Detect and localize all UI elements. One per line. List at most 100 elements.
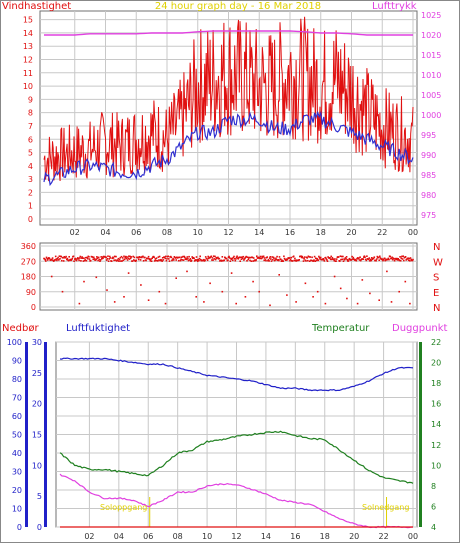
direction-point — [314, 260, 316, 262]
direction-point — [220, 260, 223, 262]
direction-point — [379, 255, 381, 258]
direction-point — [391, 256, 393, 259]
direction-point — [236, 255, 238, 258]
direction-point — [352, 256, 355, 259]
direction-point — [221, 256, 224, 258]
direction-point — [209, 282, 211, 285]
direction-point — [118, 258, 121, 261]
direction-point — [246, 260, 248, 262]
direction-point — [333, 275, 336, 278]
wind-x-tick: 12 — [223, 228, 233, 237]
direction-point — [282, 260, 284, 262]
direction-point — [235, 256, 238, 259]
direction-point — [407, 257, 409, 259]
precip-y-tick: 30 — [32, 338, 42, 347]
pressure-y-tick: 995 — [421, 131, 436, 140]
direction-point — [312, 260, 315, 262]
direction-point — [411, 259, 414, 262]
direction-point — [238, 256, 241, 258]
direction-point — [162, 259, 165, 261]
direction-point — [174, 257, 177, 259]
direction-point — [305, 260, 307, 262]
humidity-y-tick: 10 — [12, 505, 22, 514]
climate-x-tick: 02 — [84, 532, 94, 541]
direction-point — [371, 258, 374, 261]
direction-point — [168, 258, 170, 260]
direction-point — [83, 280, 85, 283]
direction-point — [308, 256, 310, 258]
direction-point — [311, 256, 313, 259]
direction-point — [270, 258, 272, 260]
direction-point — [75, 259, 78, 262]
direction-point — [398, 259, 401, 262]
temperature-series — [59, 430, 414, 484]
climate-x-tick: 18 — [320, 532, 330, 541]
wind-y-tick: 15 — [23, 16, 33, 25]
direction-point — [395, 258, 398, 261]
direction-point — [400, 257, 403, 260]
direction-point — [129, 255, 131, 258]
direction-point — [171, 259, 174, 261]
direction-point — [393, 259, 396, 262]
direction-point — [268, 257, 271, 259]
direction-point — [280, 260, 283, 262]
direction-point — [66, 258, 68, 261]
direction-point — [381, 258, 383, 260]
direction-point — [396, 259, 399, 261]
direction-point — [46, 257, 48, 260]
direction-point — [310, 259, 313, 262]
direction-point — [122, 259, 125, 261]
direction-point — [189, 259, 191, 261]
direction-point — [195, 259, 197, 262]
direction-point — [346, 297, 348, 300]
direction-point — [153, 256, 155, 258]
climate-x-tick: 04 — [114, 532, 124, 541]
wind-x-tick: 20 — [346, 228, 356, 237]
direction-point — [288, 257, 291, 259]
direction-point — [300, 256, 303, 259]
direction-point — [369, 292, 371, 295]
direction-point — [398, 290, 400, 293]
direction-point — [286, 258, 289, 261]
direction-point — [410, 258, 412, 261]
direction-point — [135, 259, 137, 262]
direction-point — [66, 257, 69, 260]
direction-point — [245, 255, 248, 258]
direction-point — [246, 256, 249, 258]
direction-point — [170, 256, 173, 259]
direction-point — [105, 256, 107, 259]
direction-point — [342, 260, 345, 262]
direction-point — [358, 257, 360, 259]
direction-point — [370, 259, 372, 262]
direction-point — [150, 258, 152, 260]
direction-point — [107, 260, 110, 262]
direction-point — [294, 257, 296, 260]
precip-y-tick: 0 — [37, 523, 42, 532]
direction-point — [185, 258, 188, 261]
temperature-y-tick: 22 — [431, 338, 441, 347]
direction-point — [137, 258, 140, 261]
direction-point — [53, 260, 55, 262]
direction-point — [237, 258, 240, 260]
direction-point — [399, 259, 402, 262]
direction-point — [203, 258, 205, 261]
direction-point — [326, 260, 329, 262]
direction-point — [409, 302, 411, 305]
direction-point — [278, 274, 280, 276]
direction-point — [166, 258, 168, 260]
climate-x-tick: 14 — [261, 532, 271, 541]
direction-point — [285, 259, 288, 261]
wind-y-tick: 14 — [23, 29, 33, 38]
direction-point — [249, 259, 251, 262]
direction-point — [130, 256, 133, 258]
direction-point — [155, 259, 157, 262]
direction-point — [62, 260, 65, 262]
direction-point — [333, 259, 336, 262]
direction-point — [332, 258, 335, 261]
direction-point — [64, 256, 67, 259]
direction-point — [96, 256, 98, 258]
sunrise-label: Soloppgang — [100, 503, 147, 512]
direction-point — [233, 255, 235, 258]
climate-panel-ticks: 02 04 06 08 10 12 14 16 18 20 22 000102030405060708… — [7, 338, 441, 541]
direction-panel-grid — [40, 243, 417, 310]
